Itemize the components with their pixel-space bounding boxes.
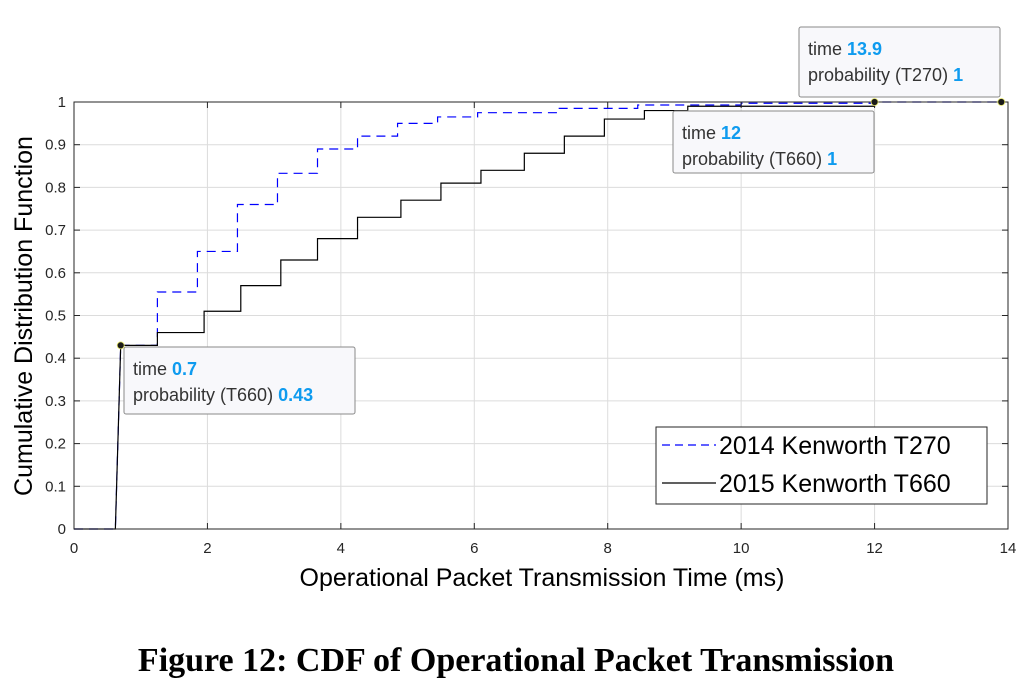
legend-label-t660: 2015 Kenworth T660 [719,470,951,498]
datatip-prob-value: 1 [953,65,963,85]
datatip-time-row: time 0.7 [133,359,197,379]
datatip-time-value: 0.7 [172,359,197,379]
datatip-box [123,346,356,415]
datatip-box [798,26,1001,98]
y-tick-label: 0.1 [45,478,66,495]
y-tick-label: 0.2 [45,436,66,453]
datatip-0-7: time 0.7 probability (T660) 0.43 [116,341,356,415]
datatip-time-row: time 13.9 [808,39,882,59]
datatip-13-9: time 13.9 probability (T270) 1 [798,26,1006,106]
datatip-prob-label: probability (T270) [808,65,953,85]
datatip-12: time 12 probability (T660) 1 [672,98,879,174]
datatip-prob-row: probability (T660) 1 [682,149,837,169]
x-tick-label: 0 [70,540,78,557]
legend: 2014 Kenworth T270 2015 Kenworth T660 [655,426,988,505]
x-tick-label: 12 [866,540,883,557]
datatip-marker [997,98,1006,106]
series-line-t270 [74,101,1002,530]
x-tick-label: 6 [470,540,478,557]
legend-label-t270: 2014 Kenworth T270 [719,432,951,460]
datatip-time-label: time [682,123,721,143]
y-tick-label: 0.8 [45,179,66,196]
y-tick-label: 0.3 [45,393,66,410]
x-tick-label: 4 [337,540,345,557]
x-tick-label: 2 [203,540,211,557]
datatip-time-label: time [808,39,847,59]
y-tick-label: 0.4 [45,350,66,367]
datatip-time-row: time 12 [682,123,741,143]
datatip-box [672,110,875,174]
datatip-time-value: 12 [721,123,741,143]
figure-caption: Figure 12: CDF of Operational Packet Tra… [137,642,895,679]
datatip-prob-value: 1 [827,149,837,169]
y-tick-label: 0.5 [45,308,66,325]
y-tick-label: 1 [58,94,66,111]
datatip-prob-row: probability (T660) 0.43 [133,385,313,405]
legend-box [655,426,988,505]
datatip-time-value: 13.9 [847,39,882,59]
x-tick-label: 8 [604,540,612,557]
y-tick-label: 0.6 [45,265,66,282]
cdf-chart: 0 2 4 6 8 10 12 14 0 0.1 0.2 0.3 0.4 0.5 0.6 0.7 0.8 0.9 1… [10,26,1016,592]
y-axis-label: Cumulative Distribution Function [10,136,38,496]
series-lines [74,101,1002,530]
datatip-marker [116,341,125,350]
datatip-prob-row: probability (T270) 1 [808,65,963,85]
x-tick-label: 10 [733,540,750,557]
datatip-prob-label: probability (T660) [133,385,278,405]
datatip-marker [870,98,879,106]
datatip-time-label: time [133,359,172,379]
y-tick-label: 0.7 [45,222,66,239]
x-tick-label: 14 [1000,540,1017,557]
y-tick-label: 0.9 [45,137,66,154]
data-tips: time 0.7 probability (T660) 0.43 time 12 pr… [116,26,1006,415]
datatip-prob-label: probability (T660) [682,149,827,169]
x-axis-label: Operational Packet Transmission Time (ms… [300,564,785,592]
tick-labels: 0 2 4 6 8 10 12 14 0 0.1 0.2 0.3 0.4 0.5 0.6 0.7 0.8 0.9 1 [45,94,1016,557]
datatip-prob-value: 0.43 [278,385,313,405]
series-line-t660 [74,102,876,530]
y-tick-label: 0 [58,521,66,538]
